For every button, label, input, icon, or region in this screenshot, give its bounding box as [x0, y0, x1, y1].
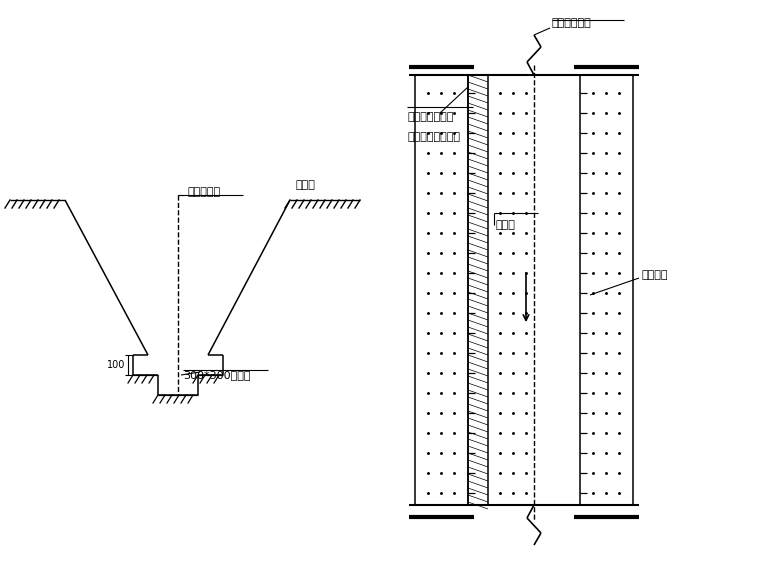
Text: 300*300排水沟: 300*300排水沟: [183, 370, 251, 380]
Text: 管道中心线: 管道中心线: [188, 187, 221, 197]
Text: 排水沟: 排水沟: [496, 220, 516, 230]
Text: 水排至临近河槽: 水排至临近河槽: [407, 112, 454, 122]
Text: 集水坑，潜水泵抽: 集水坑，潜水泵抽: [407, 132, 460, 142]
Text: 管道立面轴线: 管道立面轴线: [552, 18, 592, 28]
Text: 100: 100: [106, 360, 125, 370]
Text: 沟槽边坡: 沟槽边坡: [641, 270, 667, 280]
Text: 原地面: 原地面: [295, 180, 315, 190]
